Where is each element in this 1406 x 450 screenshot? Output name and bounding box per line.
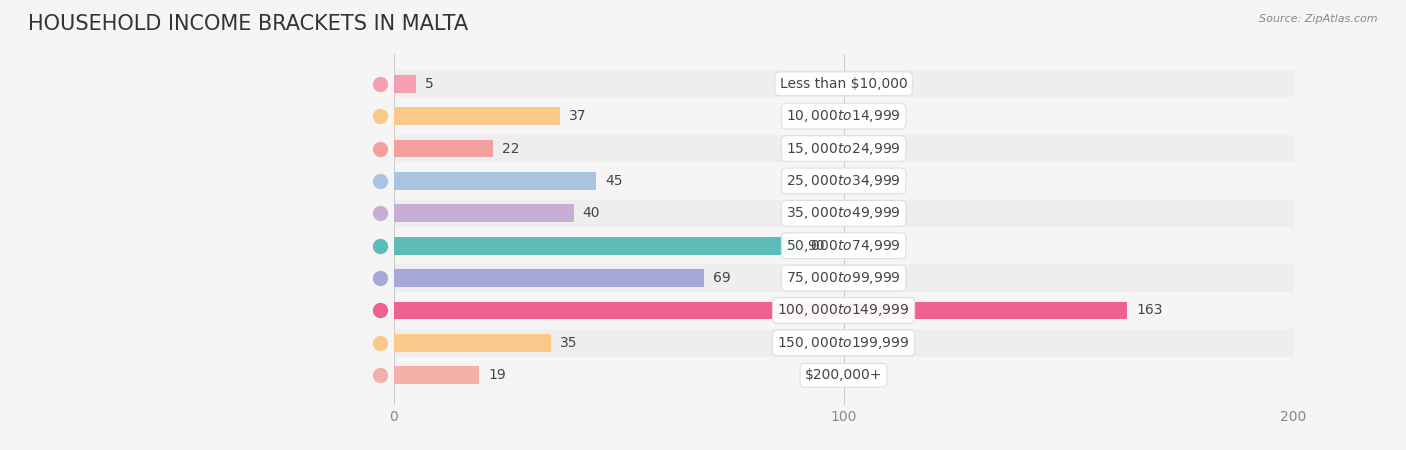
Bar xyxy=(394,172,596,190)
Text: $200,000+: $200,000+ xyxy=(804,368,883,382)
Bar xyxy=(394,75,416,93)
Text: $150,000 to $199,999: $150,000 to $199,999 xyxy=(778,335,910,351)
Text: $50,000 to $74,999: $50,000 to $74,999 xyxy=(786,238,901,254)
Text: 90: 90 xyxy=(807,238,825,253)
Text: $100,000 to $149,999: $100,000 to $149,999 xyxy=(778,302,910,319)
Bar xyxy=(394,334,551,352)
Text: $15,000 to $24,999: $15,000 to $24,999 xyxy=(786,140,901,157)
Text: 37: 37 xyxy=(569,109,586,123)
Text: 22: 22 xyxy=(502,141,519,156)
Bar xyxy=(394,269,704,287)
Bar xyxy=(394,199,1294,227)
Bar xyxy=(394,302,1128,319)
Text: 40: 40 xyxy=(582,206,600,220)
Bar xyxy=(394,237,799,255)
Bar xyxy=(394,204,574,222)
Text: Less than $10,000: Less than $10,000 xyxy=(780,76,907,91)
Bar xyxy=(394,135,1294,162)
Text: 5: 5 xyxy=(425,76,434,91)
Text: 35: 35 xyxy=(560,336,578,350)
Bar xyxy=(394,366,479,384)
Bar xyxy=(394,329,1294,357)
Bar xyxy=(394,232,1294,260)
Text: Source: ZipAtlas.com: Source: ZipAtlas.com xyxy=(1260,14,1378,23)
Text: HOUSEHOLD INCOME BRACKETS IN MALTA: HOUSEHOLD INCOME BRACKETS IN MALTA xyxy=(28,14,468,33)
Bar xyxy=(394,167,1294,195)
Bar xyxy=(394,140,492,158)
Bar xyxy=(394,107,560,125)
Text: 45: 45 xyxy=(605,174,623,188)
Bar xyxy=(394,70,1294,98)
Bar xyxy=(394,297,1294,324)
Text: 69: 69 xyxy=(713,271,731,285)
Bar xyxy=(394,102,1294,130)
Text: $75,000 to $99,999: $75,000 to $99,999 xyxy=(786,270,901,286)
Text: 163: 163 xyxy=(1136,303,1163,318)
Text: $25,000 to $34,999: $25,000 to $34,999 xyxy=(786,173,901,189)
Text: 19: 19 xyxy=(488,368,506,382)
Bar xyxy=(394,361,1294,389)
Text: $10,000 to $14,999: $10,000 to $14,999 xyxy=(786,108,901,124)
Bar xyxy=(394,264,1294,292)
Text: $35,000 to $49,999: $35,000 to $49,999 xyxy=(786,205,901,221)
